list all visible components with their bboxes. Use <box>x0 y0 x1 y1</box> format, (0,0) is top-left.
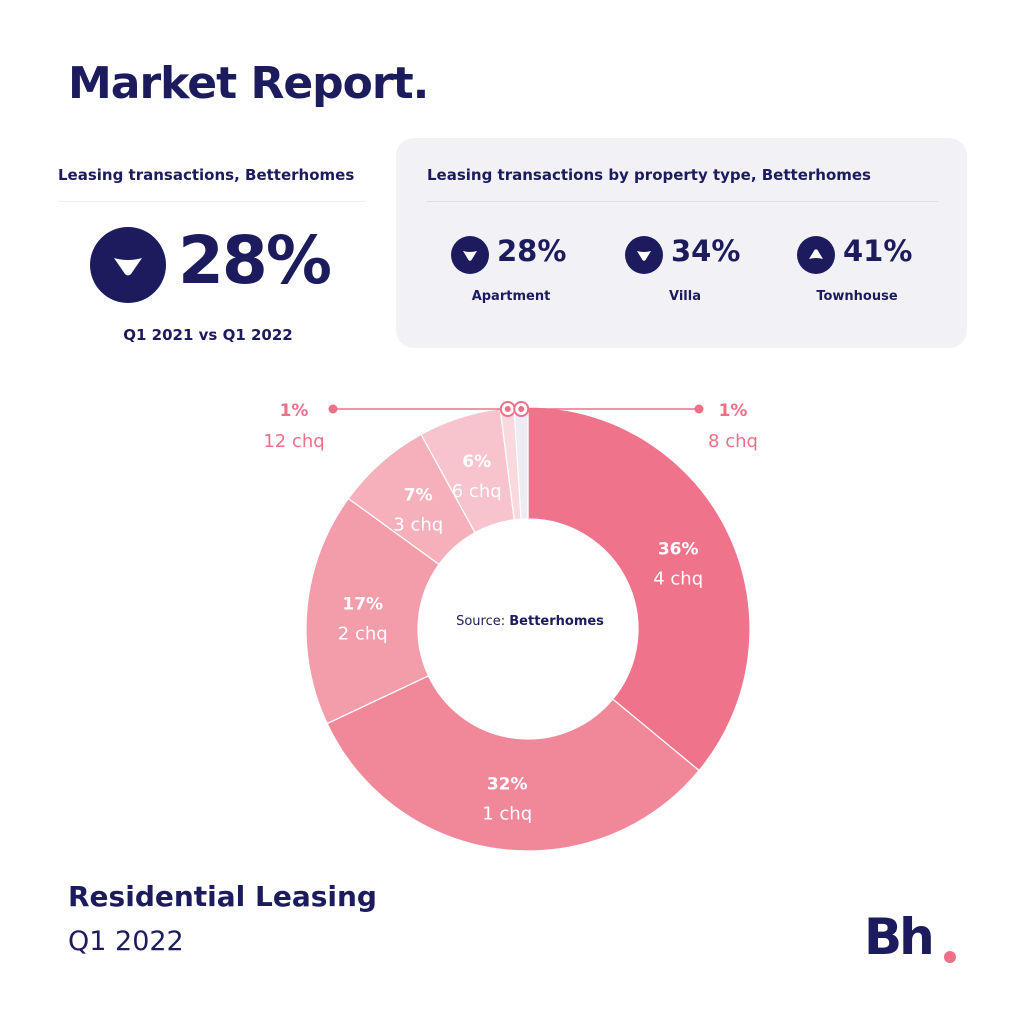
slice-percent-label: 6% <box>462 452 491 472</box>
donut-slice <box>305 497 440 725</box>
callout-marker-dot <box>504 406 511 412</box>
source-prefix: Source: <box>456 614 510 629</box>
trend-up-icon <box>797 236 835 274</box>
slice-percent-label: 36% <box>658 539 699 559</box>
callout-end-dot <box>694 404 704 414</box>
slice-count-label: 1 chq <box>482 804 532 825</box>
slice-percent-label: 32% <box>487 775 528 795</box>
callout-count-label: 8 chq <box>708 431 758 452</box>
donut-slice <box>527 406 751 772</box>
property-type-value: 41% <box>843 234 913 268</box>
summary-caption: Leasing transactions, Betterhomes <box>58 166 355 184</box>
property-type-label: Townhouse <box>816 289 898 304</box>
property-type-divider <box>427 201 938 202</box>
callout-percent-label: 1% <box>280 401 309 421</box>
brand-logo-dot <box>944 951 956 963</box>
source-name: Betterhomes <box>509 614 604 629</box>
brand-logo: Bh <box>864 908 935 966</box>
trend-down-icon <box>625 236 663 274</box>
property-type-value: 34% <box>671 234 741 268</box>
slice-count-label: 2 chq <box>338 623 388 644</box>
slice-count-label: 4 chq <box>653 568 703 589</box>
slice-count-label: 3 chq <box>393 514 443 535</box>
slice-percent-label: 17% <box>342 594 383 614</box>
page-title: Market Report. <box>68 58 429 109</box>
property-type-panel <box>396 138 967 348</box>
slice-count-label: 6 chq <box>452 481 502 502</box>
donut-slice <box>326 675 700 852</box>
callout-marker-dot <box>518 406 525 412</box>
footer-title: Residential Leasing <box>68 880 377 913</box>
summary-divider <box>58 201 366 202</box>
property-type-value: 28% <box>497 234 567 268</box>
slice-percent-label: 7% <box>404 485 433 505</box>
chart-source: Source: Betterhomes <box>420 614 640 629</box>
property-type-caption: Leasing transactions by property type, B… <box>427 166 871 184</box>
trend-down-icon <box>451 236 489 274</box>
callout-count-label: 12 chq <box>263 431 324 452</box>
footer-subtitle: Q1 2022 <box>68 926 184 957</box>
property-type-label: Villa <box>669 289 701 304</box>
summary-trend-down-icon <box>90 227 166 303</box>
summary-value: 28% <box>178 222 332 299</box>
summary-period: Q1 2021 vs Q1 2022 <box>123 326 293 344</box>
callout-end-dot <box>328 404 338 414</box>
property-type-label: Apartment <box>471 289 551 304</box>
callout-percent-label: 1% <box>719 401 748 421</box>
leasing-donut-chart: 36% 4 chq 32% 1 chq 17% 2 chq 7% 3 chq 6% 6 chq 1%… <box>263 401 758 852</box>
